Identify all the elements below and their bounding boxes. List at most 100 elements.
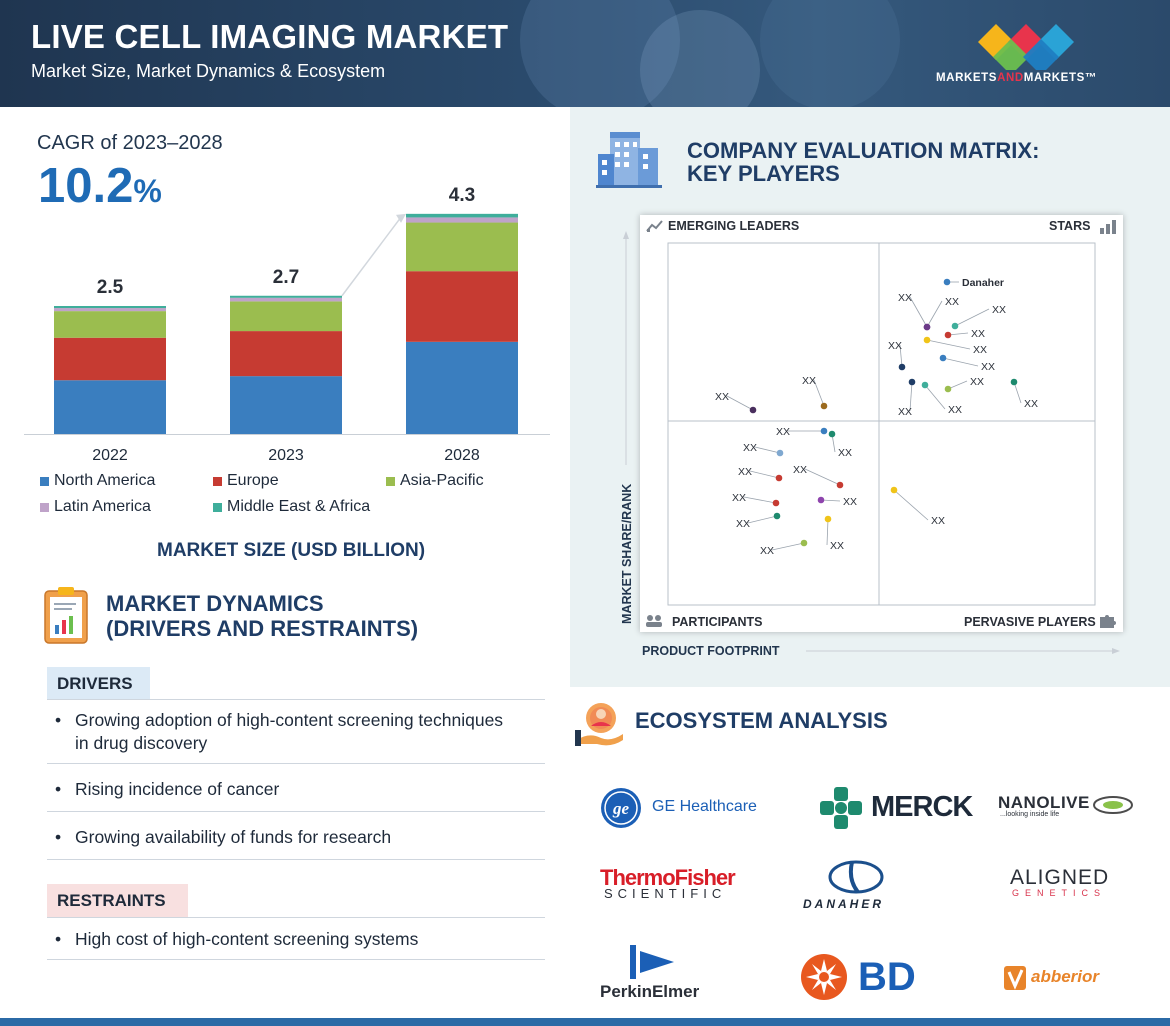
bar-total-label: 2.5 — [97, 277, 124, 298]
ge-icon: ge — [601, 788, 641, 828]
logo-perkinelmer: PerkinElmer — [600, 945, 740, 1001]
bar-segment-europe-2028 — [406, 271, 518, 342]
page-title: LIVE CELL IMAGING MARKET — [31, 18, 509, 55]
driver-text: Growing adoption of high-content screeni… — [75, 710, 504, 753]
matrix-leader-line — [899, 344, 903, 368]
company-label: XX — [888, 340, 902, 352]
matrix-leader-line — [954, 308, 990, 327]
matrix-grid — [667, 242, 1096, 606]
legend-swatch — [213, 476, 222, 486]
bar-total-label: 4.3 — [449, 185, 475, 206]
legend-swatch — [40, 502, 49, 512]
drivers-label: DRIVERS — [47, 667, 150, 700]
company-marker — [824, 515, 832, 523]
company-marker — [776, 449, 784, 457]
bar-segment-latin-america-2028 — [406, 217, 518, 223]
company-label: XX — [970, 376, 984, 388]
matrix-leader-line — [924, 384, 946, 410]
logo-tagline: ...looking inside life — [1000, 811, 1060, 818]
company-marker — [943, 278, 951, 286]
matrix-leader-line — [813, 379, 825, 407]
divider — [47, 959, 545, 960]
header-banner — [0, 0, 1170, 107]
matrix-leader-line — [771, 542, 805, 551]
legend-asia-pacific: Asia-Pacific — [386, 472, 484, 490]
market-size-chart: 2.5 2022 2.7 2023 4.3 2028 — [24, 185, 550, 464]
legend-swatch — [40, 476, 49, 486]
danaher-icon — [828, 860, 884, 894]
legend-label: Asia-Pacific — [400, 472, 484, 489]
company-label: XX — [971, 328, 985, 340]
company-label: XX — [715, 391, 729, 403]
divider — [47, 917, 545, 918]
ecosystem-title: ECOSYSTEM ANALYSIS — [635, 708, 888, 733]
company-marker — [923, 336, 931, 344]
logo-merck: MERCK — [818, 785, 973, 831]
legend-label: Latin America — [54, 498, 151, 515]
matrix-leader-line — [826, 518, 829, 546]
legend-mea: Middle East & Africa — [213, 498, 370, 516]
bar-segment-north-america-2028 — [406, 341, 518, 434]
logo-nanolive: NANOLIVE ...looking inside life — [998, 793, 1138, 829]
matrix-title: COMPANY EVALUATION MATRIX: KEY PLAYERS — [687, 139, 1039, 185]
brand-prefix: MARKETS — [936, 72, 998, 84]
matrix-leader-line — [754, 446, 781, 454]
matrix-leader-line — [749, 470, 780, 479]
logo-bd: BD — [800, 953, 930, 1003]
company-label: XX — [1024, 398, 1038, 410]
matrix-leader-line — [726, 395, 754, 411]
brand-logo-icon — [978, 24, 1074, 70]
logo-ge-healthcare: ge GE Healthcare — [600, 787, 760, 829]
company-label: XX — [898, 292, 912, 304]
bar-segment-asia-pacific-2023 — [230, 301, 342, 332]
matrix-leader-line — [926, 339, 971, 350]
company-label: XX — [736, 518, 750, 530]
bar-segment-north-america-2022 — [54, 380, 166, 434]
driver-text: Rising incidence of cancer — [75, 779, 280, 799]
y-axis: MARKET SHARE/RANK — [620, 231, 634, 624]
logo-text: NANOLIVE — [998, 793, 1090, 812]
company-label: XX — [838, 447, 852, 459]
company-marker — [772, 499, 780, 507]
company-label: XX — [992, 304, 1006, 316]
matrix-leader-line — [947, 380, 968, 390]
company-marker — [944, 331, 952, 339]
cagr-label: CAGR of 2023–2028 — [37, 132, 223, 154]
footer-bar — [0, 1018, 1170, 1026]
company-marker — [820, 427, 828, 435]
matrix-leader-line — [909, 381, 913, 412]
md-title-line1: MARKET DYNAMICS — [106, 591, 324, 616]
matrix-leader-line — [926, 300, 943, 328]
company-label: XX — [843, 496, 857, 508]
legend-europe: Europe — [213, 472, 279, 490]
logo-text: GE Healthcare — [652, 798, 757, 815]
cagr-value: 10.2% — [38, 158, 162, 214]
bd-icon — [801, 954, 847, 1000]
company-marker — [1010, 378, 1018, 386]
divider — [47, 811, 545, 812]
quadrant-stars: STARS — [1049, 219, 1091, 233]
logo-abberior: abberior — [1004, 964, 1138, 994]
company-marker — [923, 323, 931, 331]
clipboard-chart-icon — [44, 587, 88, 644]
matrix-leader-line — [743, 496, 777, 504]
bar-segment-europe-2023 — [230, 331, 342, 377]
bar-segment-latin-america-2022 — [54, 308, 166, 312]
legend-latin-america: Latin America — [40, 498, 151, 516]
participants-icon — [646, 615, 662, 627]
quadrant-emerging-leaders: EMERGING LEADERS — [668, 219, 800, 233]
matrix-leader-line — [947, 332, 969, 336]
growth-arrow — [341, 215, 403, 297]
bar-segment-asia-pacific-2028 — [406, 222, 518, 272]
perkinelmer-icon — [630, 945, 674, 979]
company-label: XX — [981, 361, 995, 373]
brand-and: AND — [997, 72, 1024, 84]
hand-user-icon — [575, 703, 623, 746]
legend-label: Europe — [227, 472, 279, 489]
x-axis-arrow — [806, 648, 1120, 654]
company-marker — [820, 402, 828, 410]
company-marker — [951, 322, 959, 330]
company-label-danaher: Danaher — [962, 277, 1004, 289]
page-subtitle: Market Size, Market Dynamics & Ecosystem — [31, 61, 386, 81]
